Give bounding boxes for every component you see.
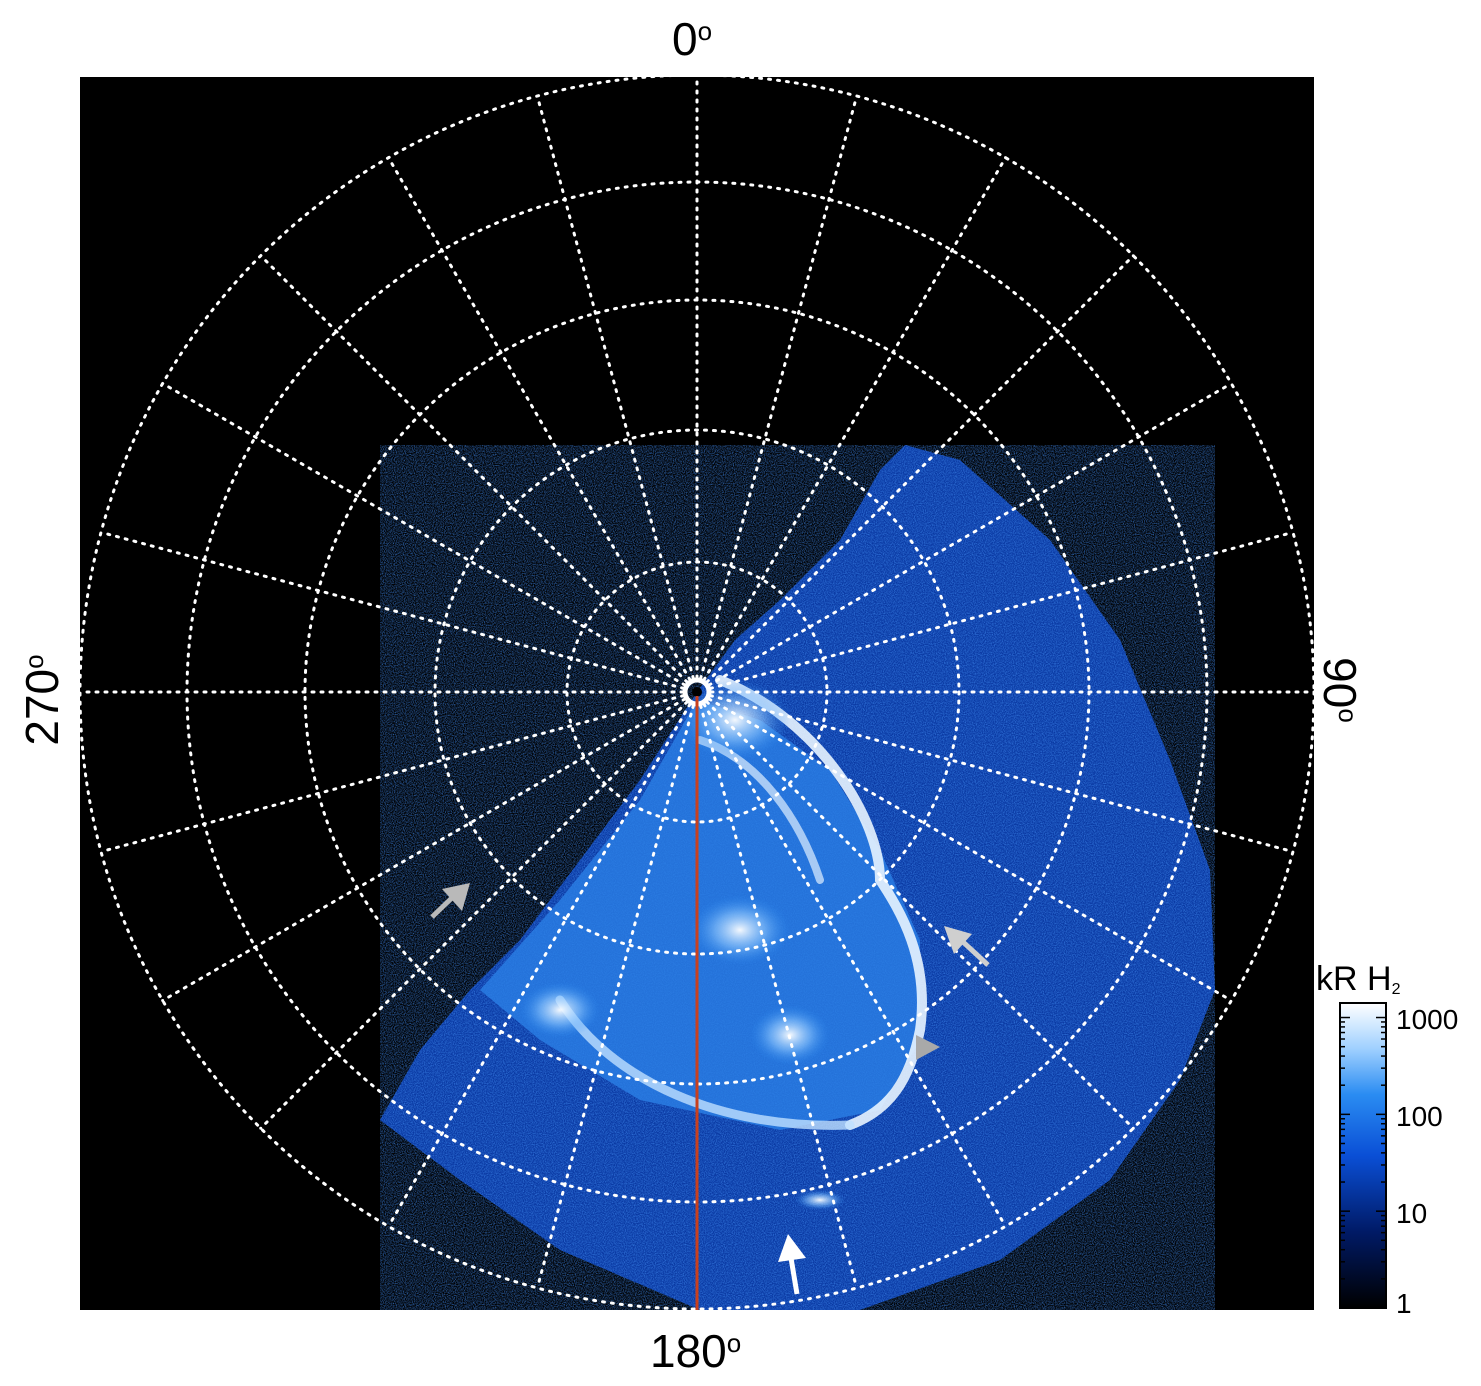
arrow-right-upper-icon (944, 926, 990, 967)
bright-patch (520, 982, 600, 1038)
grid-meridian (709, 530, 1295, 690)
grid-meridian (705, 254, 1135, 684)
grid-meridian (705, 700, 1135, 1130)
grid-meridian (535, 94, 695, 680)
grid-meridian (99, 530, 685, 690)
grid-meridian (259, 254, 689, 684)
arrow-left-icon (430, 883, 470, 919)
grid-meridian (699, 94, 859, 680)
colorbar-title: kR H2 (1316, 960, 1401, 998)
label-270-degrees: 270o (16, 654, 68, 746)
pole-marker-inner (692, 687, 702, 697)
label-0-degrees: 0o (672, 13, 713, 65)
grid-meridian (161, 697, 687, 1002)
colorbar-ticks (1340, 1016, 1386, 1309)
grid-meridian (99, 694, 685, 854)
colorbar-tick-label: 10 (1396, 1198, 1428, 1229)
colorbar-tick-label: 100 (1396, 1101, 1443, 1132)
grid-meridian (387, 156, 692, 682)
colorbar-tick-label: 1000 (1396, 1004, 1459, 1035)
main-oval-arc (715, 675, 927, 1130)
arrow-bottom-icon (778, 1234, 806, 1295)
grid-meridian (699, 704, 859, 1290)
grid-meridian (535, 704, 695, 1290)
grid-meridian (161, 382, 687, 687)
arrowhead-right-lower-icon (916, 1035, 940, 1060)
bright-patch (690, 895, 790, 965)
colorbar (1339, 1002, 1387, 1309)
grid-circle (433, 428, 961, 956)
grid-meridian (707, 697, 1233, 1002)
grid-meridian (387, 702, 692, 1228)
grid-circle (78, 73, 1316, 1311)
label-90-degrees: 90o (1314, 657, 1366, 723)
grid-meridian (702, 702, 1007, 1228)
grid-meridian (702, 156, 1007, 682)
grid-meridian (707, 382, 1233, 687)
grid-meridian (259, 700, 689, 1130)
polar-grid (78, 73, 1316, 1311)
colorbar-tick-label: 1 (1396, 1288, 1412, 1319)
grid-meridian (709, 694, 1295, 854)
label-180-degrees: 180o (650, 1325, 742, 1377)
bright-patch (795, 1190, 845, 1210)
